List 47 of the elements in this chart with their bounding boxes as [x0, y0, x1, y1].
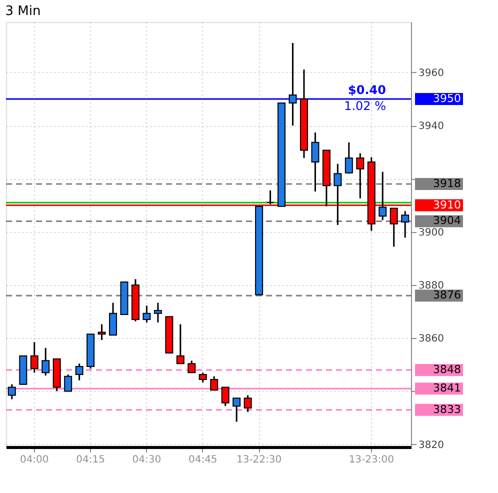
candlestick	[334, 163, 342, 226]
annotation: 1.02 %	[344, 99, 386, 114]
candlestick	[401, 210, 410, 238]
candlestick	[109, 302, 118, 336]
x-tick-label: 13-23:00	[348, 454, 394, 466]
ref-line-label: 3918	[433, 177, 461, 190]
x-tick-label: 04:45	[188, 454, 218, 466]
candlestick	[64, 374, 72, 392]
candlestick	[221, 386, 230, 407]
ref-line-label: 3910	[433, 198, 461, 212]
candlestick	[98, 324, 106, 341]
y-tick-label: 3860	[418, 334, 444, 345]
candlestick	[30, 341, 38, 374]
candlestick	[176, 324, 184, 364]
ref-line-label: 3848	[433, 362, 461, 376]
y-tick-label: 3820	[418, 440, 444, 451]
x-tick-label: 04:00	[20, 454, 49, 466]
chart-title: 3 Min	[5, 4, 41, 19]
candlestick	[266, 190, 274, 205]
x-tick-label: 04:30	[132, 454, 162, 466]
candlestick	[198, 372, 207, 384]
x-tick-label: 04:15	[76, 454, 105, 466]
candlestick	[244, 394, 252, 413]
ref-line-label: 3833	[433, 402, 461, 416]
y-tick-label: 3900	[418, 227, 444, 238]
candlestick	[154, 302, 162, 324]
candlestick	[42, 347, 50, 376]
candlestick	[288, 42, 297, 126]
candlestick	[142, 304, 151, 324]
ref-line-label: 3841	[433, 382, 461, 395]
candlestick	[232, 397, 241, 423]
y-tick-label: 3960	[418, 68, 444, 79]
candlestick	[210, 376, 218, 391]
candlestick	[75, 362, 84, 382]
ref-line-label: 3876	[433, 288, 461, 302]
candlestick	[356, 152, 364, 200]
candlestick	[344, 142, 353, 174]
candlestick	[311, 132, 320, 192]
y-tick-label: 3880	[418, 280, 444, 292]
candlestick	[8, 384, 16, 400]
candlestick	[188, 360, 196, 374]
ref-line-label: 3904	[433, 214, 461, 228]
annotation: $0.40	[348, 83, 386, 98]
candlestick	[378, 171, 387, 221]
x-tick-label: 13-22:30	[236, 454, 282, 466]
ref-line-label: 3950	[433, 92, 461, 106]
y-tick-label: 3940	[418, 121, 444, 132]
